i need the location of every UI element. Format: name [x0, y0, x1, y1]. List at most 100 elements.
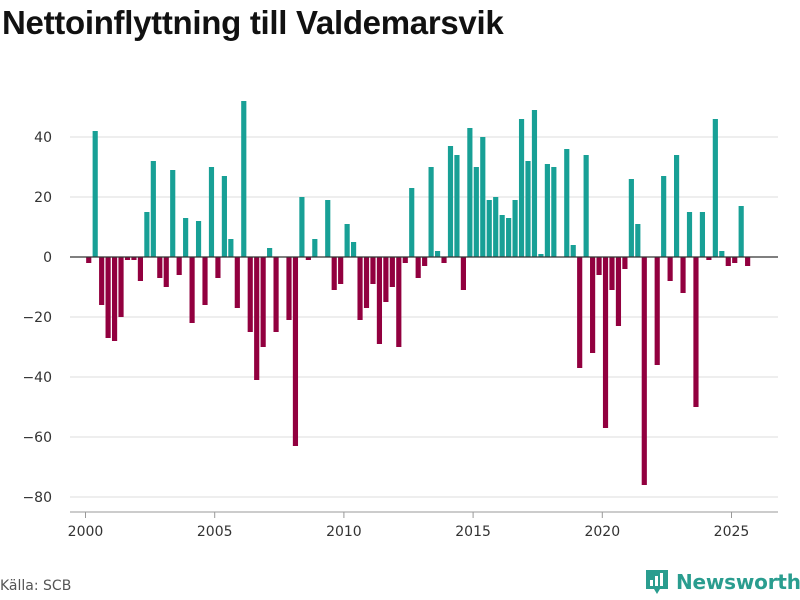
bar [376, 257, 383, 344]
bar [331, 257, 337, 290]
bar [137, 257, 143, 281]
bar [357, 257, 363, 320]
y-tick-label: −80 [22, 490, 52, 506]
bar [176, 257, 182, 275]
bar [215, 257, 221, 278]
bar [305, 257, 311, 260]
newsworthy-icon [646, 570, 668, 594]
brand-logo[interactable]: Newsworthy [644, 568, 800, 596]
bar [493, 197, 499, 257]
bar [622, 257, 628, 269]
bar [486, 200, 492, 257]
bar [628, 179, 634, 257]
bar [409, 188, 415, 257]
bar [338, 257, 344, 284]
bar [525, 161, 531, 257]
bar [344, 224, 350, 257]
y-tick-label: 40 [34, 130, 52, 146]
bar [234, 257, 240, 308]
bar [273, 257, 279, 332]
axis-layer: 40 20 0 −20 −40 −60 −80 2000 2005 2010 2015 2020 202… [22, 130, 778, 540]
bar [86, 257, 92, 263]
bar [183, 218, 189, 257]
bar [208, 167, 215, 257]
brand-name: Newsworthy [676, 570, 800, 594]
bar [654, 257, 660, 365]
bar [732, 257, 738, 263]
bar [163, 257, 169, 287]
bar [512, 200, 518, 257]
bar [254, 257, 260, 380]
bar [221, 176, 227, 257]
bar [686, 212, 693, 257]
bar [402, 257, 408, 263]
bar [286, 257, 292, 320]
bar [467, 128, 473, 257]
bar [641, 257, 647, 485]
bar [370, 257, 376, 284]
bar [693, 257, 699, 407]
bar [131, 257, 137, 260]
bar [635, 224, 641, 257]
bar [725, 257, 731, 266]
bar [260, 257, 266, 347]
bar [577, 257, 583, 368]
bar [292, 257, 299, 446]
bar [157, 257, 163, 278]
bar [363, 257, 370, 308]
grid-layer [70, 136, 778, 498]
bar [189, 257, 195, 323]
bar [396, 257, 402, 347]
bar [706, 257, 712, 260]
y-tick-label: −40 [22, 370, 52, 386]
bar [699, 212, 706, 257]
bar [680, 257, 686, 293]
bar [602, 257, 609, 428]
bar [506, 218, 512, 257]
bar [325, 200, 331, 257]
bar [105, 257, 111, 338]
bar [422, 257, 428, 266]
bar [228, 239, 234, 257]
chart-title: Nettoinflyttning till Valdemarsvik [2, 4, 504, 41]
bar [454, 155, 460, 257]
bar [415, 257, 421, 278]
bar [596, 257, 602, 275]
bar [99, 257, 105, 305]
bar [674, 155, 680, 257]
bar [299, 197, 305, 257]
bar [551, 167, 557, 257]
bar [434, 251, 441, 257]
bar [712, 119, 718, 257]
bar [118, 257, 124, 317]
y-tick-label: 0 [43, 250, 52, 266]
bar [480, 137, 486, 257]
bar [92, 131, 98, 257]
source-note: Källa: SCB [0, 578, 72, 594]
bar [738, 206, 744, 257]
bar [590, 257, 596, 353]
bar [531, 110, 538, 257]
y-tick-label: −60 [22, 430, 52, 446]
x-tick-label: 2020 [584, 524, 620, 540]
bar [615, 257, 622, 326]
bar [447, 146, 454, 257]
bar [583, 155, 589, 257]
bar [499, 215, 505, 257]
y-tick-label: 20 [34, 190, 52, 206]
bar [473, 167, 479, 257]
bar [544, 164, 550, 257]
x-tick-label: 2025 [714, 524, 750, 540]
bar [667, 257, 673, 281]
bar [564, 149, 570, 257]
x-tick-label: 2000 [68, 524, 104, 540]
x-tick-label: 2015 [455, 524, 491, 540]
bar [389, 257, 395, 287]
bar [609, 257, 615, 290]
bar [518, 119, 525, 257]
bar [661, 176, 667, 257]
bar [267, 248, 273, 257]
x-tick-label: 2010 [326, 524, 362, 540]
bar [312, 239, 318, 257]
